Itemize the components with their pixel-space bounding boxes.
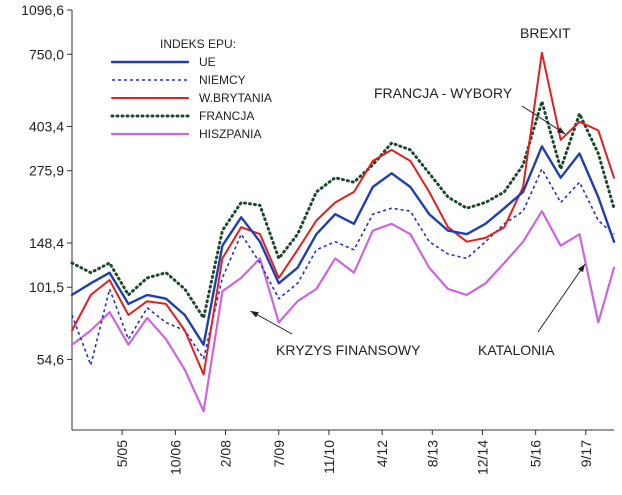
legend-label-hiszpania: HISZPANIA (199, 127, 261, 141)
x-tick-label: 5/05 (114, 440, 130, 467)
legend-title: INDEKS EPU: (160, 37, 236, 51)
x-tick-label: 7/09 (271, 440, 287, 467)
y-tick-label: 403,4 (29, 118, 64, 134)
legend-label-w-brytania: W.BRYTANIA (199, 91, 272, 105)
legend-label-niemcy: NIEMCY (199, 73, 246, 87)
annotation-brexit: BREXIT (520, 25, 571, 41)
y-axis: 1096,6 750,0 403,4 275,9 148,4 101,5 54,6 (21, 2, 73, 430)
y-tick-label: 750,0 (29, 46, 64, 62)
series-line-hiszpania (70, 210, 616, 413)
annotation-arrow-francja-head (556, 127, 566, 134)
annotations: BREXIT FRANCJA - WYBORY KRYZYS FINANSOWY KA… (250, 25, 586, 358)
annotation-arrow-francja (521, 105, 566, 135)
x-tick-label: 11/10 (321, 440, 337, 474)
series-line-w-brytania (71, 51, 615, 376)
x-tick-label: 9/17 (578, 440, 594, 467)
annotation-katalonia: KATALONIA (478, 342, 555, 358)
annotation-francja-wybory: FRANCJA - WYBORY (374, 85, 513, 101)
series-lines (70, 51, 616, 413)
x-tick-label: 2/08 (218, 440, 234, 467)
series-line-niemcy (71, 168, 615, 366)
x-tick-label: 12/14 (474, 440, 490, 475)
y-tick-label: 101,5 (29, 279, 64, 295)
annotation-arrow-katalonia-head (577, 264, 585, 273)
y-tick-label: 1096,6 (21, 2, 64, 18)
x-tick-label: 5/16 (528, 440, 544, 467)
x-tick-label: 10/06 (167, 440, 183, 475)
annotation-kryzys-finansowy: KRYZYS FINANSOWY (276, 342, 421, 358)
series-line-francja (70, 100, 616, 320)
y-tick-label: 54,6 (37, 351, 64, 367)
y-tick-label: 275,9 (29, 163, 64, 179)
annotation-arrow-katalonia (537, 263, 586, 333)
x-tick-label: 4/12 (374, 440, 390, 467)
legend-label-francja: FRANCJA (199, 109, 254, 123)
annotation-arrow-kryzys-head (250, 311, 259, 318)
legend: INDEKS EPU: UE NIEMCY W.BRYTANIA FRANCJA HISZ… (110, 37, 272, 141)
legend-label-ue: UE (199, 55, 216, 69)
y-tick-label: 148,4 (29, 235, 64, 251)
x-axis: 5/05 10/06 2/08 7/09 11/10 4/12 8/13 12/14 5/16 9… (72, 429, 614, 475)
series-line-ue (70, 145, 616, 346)
x-tick-label: 8/13 (424, 440, 440, 467)
